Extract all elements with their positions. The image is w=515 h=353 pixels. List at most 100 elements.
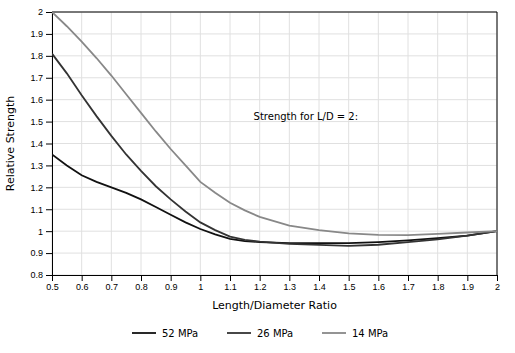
tick-label: 1: [198, 282, 203, 292]
tick: 1.9: [30, 29, 52, 39]
tick-label: 2: [495, 282, 500, 292]
tick: 0.7: [106, 275, 119, 292]
grid-line-y: [52, 99, 497, 100]
series-lines: [52, 12, 497, 246]
tick-mark: [46, 12, 52, 13]
tick: 2: [38, 7, 52, 17]
tick-label: 1.7: [30, 73, 43, 83]
legend-item: 52 MPa: [132, 328, 198, 339]
tick: 1.8: [30, 51, 52, 61]
tick: 1.3: [284, 275, 297, 292]
tick-mark: [289, 275, 290, 281]
tick-mark: [408, 275, 409, 281]
tick-label: 1.5: [343, 282, 356, 292]
grid-line-y: [52, 187, 497, 188]
tick-mark: [46, 187, 52, 188]
grid-line-y: [52, 165, 497, 166]
tick: 1.6: [30, 95, 52, 105]
tick-mark: [497, 275, 498, 281]
tick-mark: [378, 275, 379, 281]
tick-mark: [260, 275, 261, 281]
tick: 1: [38, 227, 52, 237]
tick-mark: [438, 275, 439, 281]
grid: [52, 12, 497, 275]
tick-label: 0.8: [135, 282, 148, 292]
chart: 0.5 0.6 0.7 0.8 0.9 1 1.1 1.2 1.3 1.4 1.5 1.6 1.7 1.8…: [0, 0, 515, 353]
tick-mark: [349, 275, 350, 281]
tick-label: 1.6: [373, 282, 386, 292]
tick: 1.7: [402, 275, 415, 292]
tick: 1.4: [313, 275, 326, 292]
tick: 1.3: [30, 161, 52, 171]
tick: 2: [495, 275, 500, 292]
tick-label: 1.9: [30, 29, 43, 39]
axis-line: [53, 276, 498, 282]
tick-label: 0.8: [30, 270, 43, 280]
series-line: [52, 54, 497, 246]
y-axis-label: Relative Strength: [4, 96, 17, 191]
grid-line-y: [52, 77, 497, 78]
tick: 0.5: [46, 275, 59, 292]
axis-line: [46, 13, 53, 276]
tick: 1.2: [254, 275, 267, 292]
tick: 1.6: [373, 275, 386, 292]
grid-line-y: [52, 12, 497, 13]
tick-mark: [82, 275, 83, 281]
grid-line-y: [52, 253, 497, 254]
legend-swatch: [227, 332, 251, 334]
tick: 1.2: [30, 183, 52, 193]
tick-label: 0.6: [76, 282, 89, 292]
tick-label: 1.4: [30, 139, 43, 149]
tick: 1.5: [343, 275, 356, 292]
tick-mark: [46, 209, 52, 210]
tick-label: 1.2: [30, 183, 43, 193]
legend-label: 14 MPa: [352, 328, 388, 339]
tick: 1.1: [30, 205, 52, 215]
tick: 0.6: [76, 275, 89, 292]
tick-label: 1.3: [30, 161, 43, 171]
tick-mark: [46, 144, 52, 145]
tick-label: 1.8: [432, 282, 445, 292]
tick-mark: [46, 56, 52, 57]
legend-swatch: [322, 332, 346, 334]
tick-label: 1.5: [30, 117, 43, 127]
tick-label: 1.9: [462, 282, 475, 292]
tick: 0.8: [135, 275, 148, 292]
frame-right: [497, 12, 498, 275]
tick: 1.7: [30, 73, 52, 83]
tick-label: 0.9: [30, 248, 43, 258]
tick-mark: [319, 275, 320, 281]
annotation: Strength for L/D = 2:: [254, 111, 358, 122]
tick: 0.9: [30, 248, 52, 258]
legend-label: 52 MPa: [162, 328, 198, 339]
grid-line-y: [52, 55, 497, 56]
grid-line-y: [52, 33, 497, 34]
tick-mark: [467, 275, 468, 281]
tick-mark: [46, 231, 52, 232]
tick: 1: [198, 275, 203, 292]
frame-top: [52, 12, 497, 13]
tick: 1.8: [432, 275, 445, 292]
tick: 1.9: [462, 275, 475, 292]
tick-mark: [46, 34, 52, 35]
tick-label: 0.7: [106, 282, 119, 292]
tick-label: 0.5: [46, 282, 59, 292]
tick-label: 1.7: [402, 282, 415, 292]
tick-mark: [141, 275, 142, 281]
tick-mark: [46, 78, 52, 79]
legend-label: 26 MPa: [257, 328, 293, 339]
tick-mark: [46, 100, 52, 101]
plot-area: 0.5 0.6 0.7 0.8 0.9 1 1.1 1.2 1.3 1.4 1.5 1.6 1.7 1.8…: [30, 7, 500, 292]
series-line: [52, 154, 497, 243]
tick-label: 1.2: [254, 282, 267, 292]
grid-line-y: [52, 209, 497, 210]
x-axis: 0.50.60.70.80.911.11.21.31.41.51.61.71.8…: [46, 275, 500, 292]
legend: 52 MPa 26 MPa 14 MPa: [132, 328, 388, 339]
grid-line-x: [497, 12, 498, 275]
tick-label: 1: [38, 227, 43, 237]
tick-mark: [46, 122, 52, 123]
tick-mark: [46, 253, 52, 254]
tick-label: 1.1: [224, 282, 237, 292]
tick: 1.1: [224, 275, 237, 292]
legend-item: 14 MPa: [322, 328, 388, 339]
